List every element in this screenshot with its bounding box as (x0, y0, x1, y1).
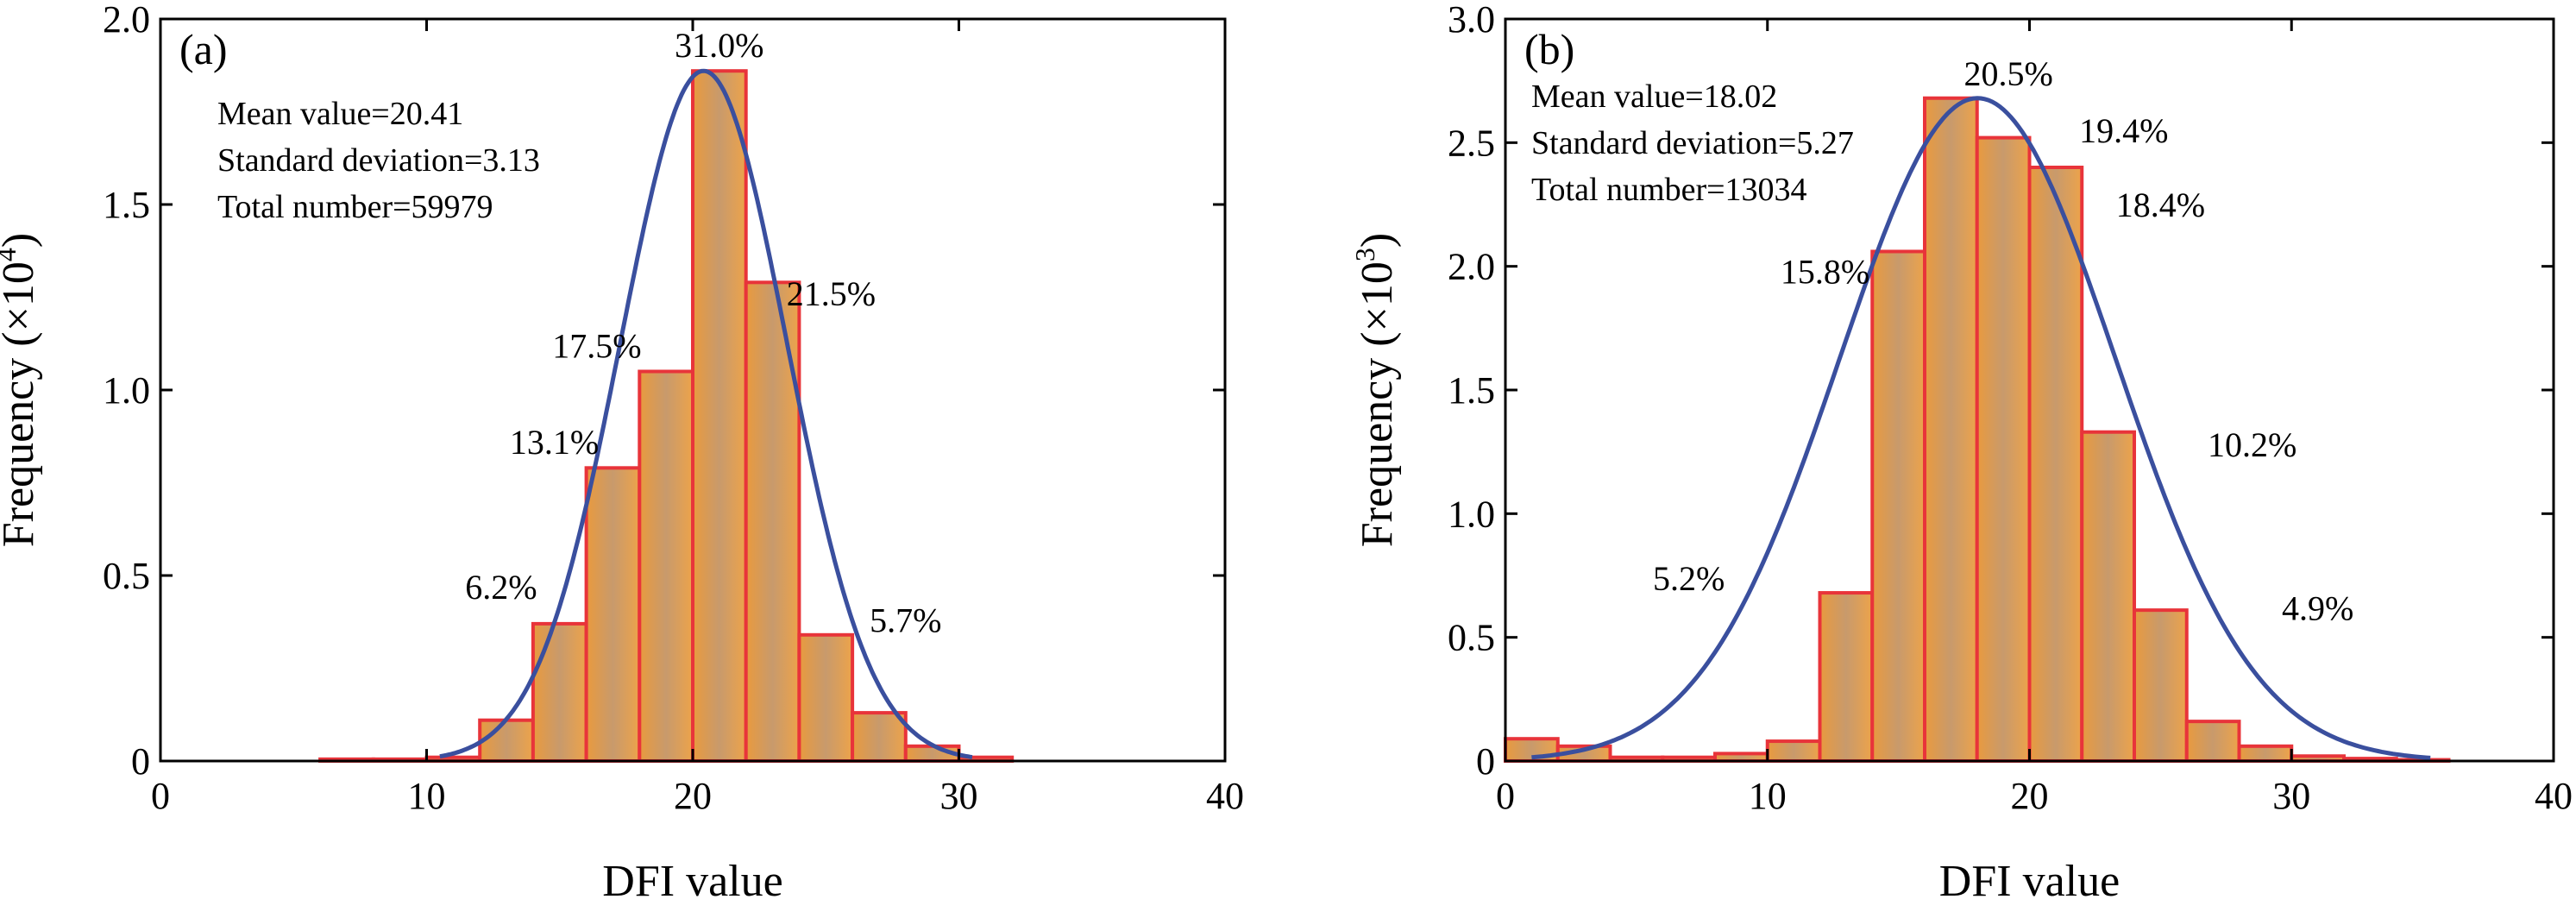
bar-b-13 (2184, 720, 2241, 764)
pct-label-b-3: 15.8% (1781, 252, 1869, 291)
pct-label-b-1: 19.4% (2079, 111, 2168, 150)
panel-a: 0 10 20 30 40 0 0.5 1.0 1.5 2.0 31.0% 21.5% 17.5% 13… (0, 0, 1244, 906)
bar-a-7 (691, 69, 748, 763)
y-tick-label-a-1: 0.5 (103, 555, 150, 597)
normal-fit-curve-b (1531, 96, 2431, 760)
x-tick-label-b-1: 10 (1749, 775, 1787, 817)
y-tick-label-b-6: 3.0 (1448, 0, 1495, 41)
x-tick-label-b-2: 20 (2011, 775, 2049, 817)
normal-fit-curve-a (439, 68, 973, 760)
x-tick-label-b-3: 30 (2272, 775, 2310, 817)
bar-b-12 (2133, 608, 2189, 764)
bar-b-11 (2080, 430, 2136, 763)
panel-label-a: (a) (179, 25, 228, 73)
y-axis-label-exponent-a: 4 (0, 248, 22, 261)
y-axis-label-main-b: Frequency (×10 (1353, 261, 1402, 547)
stat-mean-a: Mean value=20.41 (217, 96, 463, 132)
axis-ticks-b (1504, 17, 2555, 763)
x-axis-label-a: DFI value (602, 857, 782, 906)
y-tick-label-a-3: 1.5 (103, 184, 150, 226)
x-tick-label-a-3: 30 (940, 775, 978, 817)
bar-b-7 (1870, 249, 1926, 763)
y-axis-label-close-a: ) (0, 233, 43, 248)
pct-label-a-5: 5.7% (870, 601, 941, 640)
pct-label-a-4: 6.2% (465, 568, 537, 607)
pct-label-a-0: 31.0% (675, 26, 763, 65)
y-axis-label-a: Frequency (×104) (0, 233, 43, 547)
pct-label-a-2: 17.5% (552, 326, 641, 365)
y-tick-label-a-4: 2.0 (103, 0, 150, 41)
bar-a-4 (531, 621, 588, 764)
pct-label-a-3: 13.1% (510, 423, 599, 462)
stats-box-a: Mean value=20.41 Standard deviation=3.13… (217, 96, 540, 225)
bar-a-3 (478, 718, 535, 764)
y-axis-label-main-a: Frequency (×10 (0, 261, 43, 547)
stat-sd-a: Standard deviation=3.13 (217, 142, 540, 179)
y-tick-label-b-5: 2.5 (1448, 122, 1495, 164)
panel-label-b: (b) (1524, 25, 1574, 73)
stats-box-b: Mean value=18.02 Standard deviation=5.27… (1531, 79, 1854, 208)
pct-label-a-1: 21.5% (787, 274, 876, 313)
pct-label-b-4: 10.2% (2208, 425, 2296, 464)
x-tick-label-b-4: 40 (2535, 775, 2573, 817)
bar-b-10 (2027, 166, 2084, 763)
y-axis-label-b: Frequency (×103) (1349, 233, 1402, 547)
bar-b-5 (1765, 739, 1822, 763)
bar-a-5 (584, 466, 642, 763)
stat-total-a: Total number=59979 (217, 189, 493, 225)
y-tick-label-b-1: 0.5 (1448, 617, 1495, 659)
y-axis-label-close-b: ) (1353, 233, 1402, 248)
bar-a-6 (638, 369, 694, 763)
y-tick-label-b-2: 1.0 (1448, 493, 1495, 535)
stat-total-b: Total number=13034 (1531, 172, 1807, 208)
stat-mean-b: Mean value=18.02 (1531, 79, 1777, 115)
x-tick-label-a-4: 40 (1206, 775, 1244, 817)
y-tick-label-b-4: 2.0 (1448, 246, 1495, 288)
bar-a-9 (797, 632, 855, 763)
pct-label-b-6: 4.9% (2282, 588, 2353, 627)
histogram-bars-b (1504, 96, 2451, 764)
panel-b: 0 10 20 30 40 0 0.5 1.0 1.5 2.0 2.5 3.0 20.5% 19.4% 1… (1349, 0, 2573, 906)
percentage-labels-a: 31.0% 21.5% 17.5% 13.1% 6.2% 5.7% (465, 26, 941, 640)
y-axis-label-exponent-b: 3 (1349, 248, 1380, 261)
pct-label-b-5: 5.2% (1653, 559, 1725, 598)
x-tick-label-a-2: 20 (674, 775, 712, 817)
pct-label-b-0: 20.5% (1964, 54, 2053, 93)
bar-a-10 (851, 711, 908, 763)
bar-b-14 (2237, 744, 2294, 763)
axis-ticks-a (159, 17, 1227, 763)
x-axis-label-b: DFI value (1939, 857, 2120, 906)
x-tick-label-a-1: 10 (408, 775, 446, 817)
y-tick-label-b-0: 0 (1476, 740, 1495, 783)
y-tick-label-a-2: 1.0 (103, 369, 150, 412)
y-tick-label-b-3: 1.5 (1448, 369, 1495, 412)
tick-labels-a: 0 10 20 30 40 0 0.5 1.0 1.5 2.0 (103, 0, 1244, 817)
y-tick-label-a-0: 0 (131, 740, 150, 783)
x-tick-label-a-0: 0 (151, 775, 170, 817)
tick-labels-b: 0 10 20 30 40 0 0.5 1.0 1.5 2.0 2.5 3.0 (1448, 0, 2573, 817)
bar-b-6 (1818, 591, 1875, 763)
bar-b-9 (1975, 135, 2032, 764)
bar-b-8 (1923, 96, 1979, 763)
x-tick-label-b-0: 0 (1496, 775, 1515, 817)
pct-label-b-2: 18.4% (2116, 186, 2205, 224)
percentage-labels-b: 20.5% 19.4% 18.4% 15.8% 10.2% 5.2% 4.9% (1653, 54, 2353, 627)
stat-sd-b: Standard deviation=5.27 (1531, 125, 1854, 161)
